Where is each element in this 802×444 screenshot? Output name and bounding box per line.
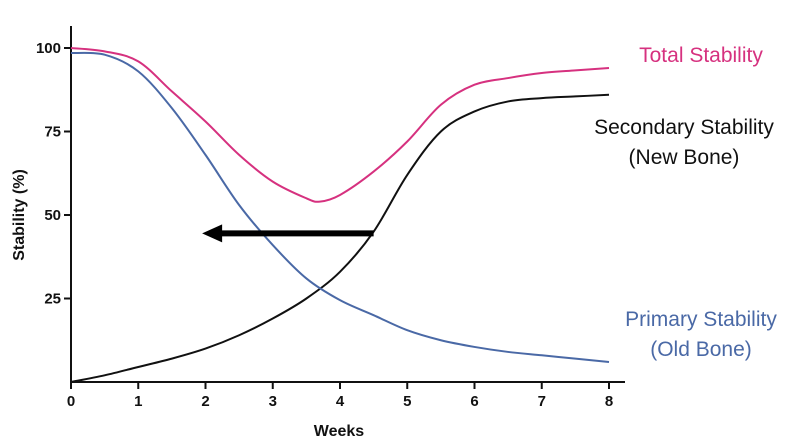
series-layer [70, 47, 610, 383]
secondary-stability-line [70, 93, 610, 383]
primary-stability-line [70, 51, 610, 363]
x-tick-label: 4 [336, 393, 345, 410]
y-tick-label: 75 [44, 124, 61, 141]
x-tick-label: 3 [269, 393, 277, 410]
total-stability-line [70, 47, 610, 203]
y-tick-label: 25 [44, 291, 61, 308]
chart-axes: 0 1 2 3 4 5 6 7 8 25 50 75 100 [36, 26, 625, 410]
x-axis-title: Weeks [314, 423, 365, 440]
primary-stability-label: Primary Stability [625, 308, 777, 331]
x-tick-label: 0 [67, 393, 75, 410]
primary-stability-label: (Old Bone) [650, 338, 752, 361]
x-tick-label: 8 [605, 393, 613, 410]
x-tick-label: 7 [538, 393, 546, 410]
secondary-stability-label: Secondary Stability [594, 116, 774, 139]
y-axis-title: Stability (%) [11, 169, 28, 261]
y-tick-label: 100 [36, 40, 61, 57]
x-tick-label: 5 [403, 393, 411, 410]
total-stability-label: Total Stability [639, 44, 763, 67]
series-label-layer: Total Stability Secondary Stability (New B… [594, 44, 777, 361]
arrow-head [202, 224, 223, 243]
secondary-stability-label: (New Bone) [629, 146, 740, 169]
x-tick-label: 1 [134, 393, 142, 410]
x-tick-label: 2 [201, 393, 209, 410]
annotation-layer [202, 224, 374, 243]
y-tick-label: 50 [44, 207, 61, 224]
x-tick-label: 6 [470, 393, 478, 410]
